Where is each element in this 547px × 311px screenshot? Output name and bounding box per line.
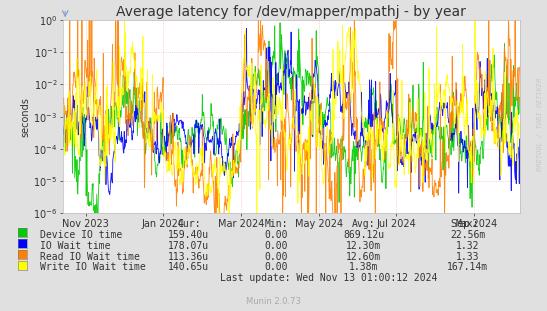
Text: Write IO Wait time: Write IO Wait time	[40, 262, 146, 272]
Text: Min:: Min:	[265, 219, 288, 229]
Text: 12.30m: 12.30m	[346, 241, 381, 251]
Y-axis label: seconds: seconds	[20, 97, 31, 137]
Text: RRDTOOL / TOBI OETIKER: RRDTOOL / TOBI OETIKER	[537, 78, 543, 171]
Title: Average latency for /dev/mapper/mpathj - by year: Average latency for /dev/mapper/mpathj -…	[117, 5, 466, 19]
Text: 0.00: 0.00	[265, 262, 288, 272]
Text: 1.33: 1.33	[456, 252, 479, 262]
Text: 0.00: 0.00	[265, 241, 288, 251]
Text: Cur:: Cur:	[177, 219, 200, 229]
Text: 178.07u: 178.07u	[168, 241, 210, 251]
Text: Device IO time: Device IO time	[40, 230, 122, 240]
Text: Last update: Wed Nov 13 01:00:12 2024: Last update: Wed Nov 13 01:00:12 2024	[219, 273, 437, 283]
Text: 1.38m: 1.38m	[349, 262, 379, 272]
Text: Read IO Wait time: Read IO Wait time	[40, 252, 140, 262]
Text: 113.36u: 113.36u	[168, 252, 210, 262]
Text: Avg:: Avg:	[352, 219, 375, 229]
Text: 869.12u: 869.12u	[343, 230, 385, 240]
Text: IO Wait time: IO Wait time	[40, 241, 110, 251]
Text: 0.00: 0.00	[265, 252, 288, 262]
Text: 140.65u: 140.65u	[168, 262, 210, 272]
Text: Munin 2.0.73: Munin 2.0.73	[246, 297, 301, 306]
Text: 12.60m: 12.60m	[346, 252, 381, 262]
Text: 1.32: 1.32	[456, 241, 479, 251]
Text: Max:: Max:	[456, 219, 479, 229]
Text: 159.40u: 159.40u	[168, 230, 210, 240]
Text: 167.14m: 167.14m	[447, 262, 488, 272]
Text: 22.56m: 22.56m	[450, 230, 485, 240]
Text: 0.00: 0.00	[265, 230, 288, 240]
